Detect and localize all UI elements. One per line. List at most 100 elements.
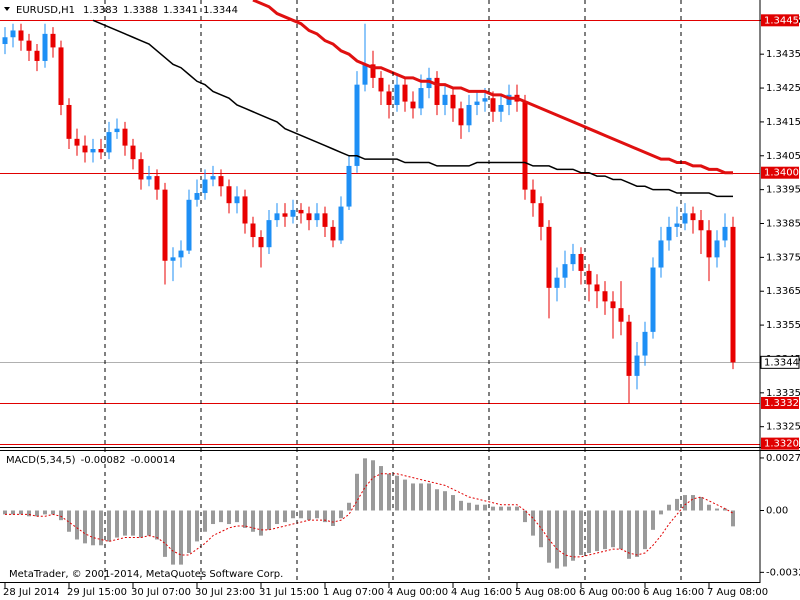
macd-bar [195, 510, 199, 542]
candle-body [682, 213, 688, 224]
macd-bar [171, 510, 175, 565]
macd-bar [307, 510, 311, 521]
level-label: 1.3320 [764, 439, 799, 450]
macd-title: MACD(5,34,5) [6, 455, 76, 466]
candle-body [10, 30, 16, 38]
macd-bar [155, 510, 159, 540]
candle-body [362, 64, 368, 85]
macd-bar [643, 510, 647, 550]
macd-bar [115, 510, 119, 538]
candle-body [538, 203, 544, 227]
macd-bar [411, 483, 415, 511]
x-tick-label: 29 Jul 15:00 [67, 587, 127, 598]
candle-body [554, 277, 560, 288]
candle-body [706, 230, 712, 258]
macd-bar [715, 508, 719, 511]
candle-body [18, 30, 24, 41]
y-tick-label: 0.00272 [766, 453, 800, 464]
x-tick-label: 7 Aug 08:00 [707, 587, 768, 598]
macd-bar [59, 510, 63, 521]
macd-bar [299, 510, 303, 519]
candle-body [58, 47, 64, 105]
macd-bar [451, 495, 455, 511]
candle-body [578, 253, 584, 271]
candle-body [426, 77, 432, 89]
menu-arrow[interactable] [4, 7, 10, 11]
macd-bar [395, 475, 399, 511]
candle-body [730, 226, 736, 363]
macd-bar [323, 510, 327, 523]
macd-pane [3, 458, 735, 569]
macd-bar [499, 506, 503, 511]
y-tick-label: 1.3385 [766, 219, 800, 230]
candle-body [586, 270, 592, 285]
candle-body [498, 104, 504, 112]
candle-body [714, 240, 720, 258]
macd-bar [363, 458, 367, 511]
y-tick-label: 1.3375 [766, 252, 800, 263]
macd-bar [659, 510, 663, 515]
macd-bar [67, 510, 71, 532]
candle-body [610, 301, 616, 309]
macd-bar [147, 510, 151, 536]
macd-bar [635, 510, 639, 557]
level-label: 1.3332 [764, 398, 799, 409]
candle-body [90, 149, 96, 153]
macd-bar [611, 510, 615, 548]
y-tick-label: 1.3365 [766, 286, 800, 297]
candle-body [226, 186, 232, 204]
macd-bar [243, 510, 247, 528]
candle-body [106, 132, 112, 153]
candle-body [202, 179, 208, 194]
macd-bar [51, 510, 55, 515]
macd-info: -0.00082 [81, 455, 126, 466]
price-label: 1.3344 [764, 357, 799, 368]
macd-bar [595, 510, 599, 552]
copyright: MetaTrader, © 2001-2014, MetaQuotes Soft… [9, 569, 283, 580]
macd-bar [563, 510, 567, 567]
candle-body [482, 98, 488, 102]
candle-body [354, 84, 360, 166]
macd-bar [203, 510, 207, 532]
macd-info: -0.00014 [131, 455, 176, 466]
candle-body [418, 88, 424, 109]
macd-bar [507, 506, 511, 511]
candle-body [74, 138, 80, 146]
candle-body [234, 196, 240, 204]
candle-body [314, 213, 320, 221]
macd-bar [699, 496, 703, 511]
x-tick-label: 31 Jul 15:00 [259, 587, 319, 598]
macd-bar [3, 510, 7, 515]
macd-bar [579, 510, 583, 555]
ohlc-value: 1.3341 [163, 5, 198, 16]
macd-bar [107, 510, 111, 542]
macd-bar [731, 510, 735, 527]
macd-bar [11, 510, 15, 515]
macd-bar [91, 510, 95, 546]
candle-body [530, 189, 536, 204]
y-tick-label: 1.3415 [766, 117, 800, 128]
level-box [761, 396, 799, 409]
candle-body [250, 223, 256, 238]
macd-bar [515, 506, 519, 511]
candle-body [274, 213, 280, 221]
macd-bar [627, 510, 631, 559]
macd-bar [603, 510, 607, 550]
candle-body [34, 50, 40, 61]
macd-bar [75, 510, 79, 540]
macd-bar [555, 510, 559, 569]
macd-bar [483, 504, 487, 511]
macd-bar [331, 510, 335, 526]
macd-bar [83, 510, 87, 544]
candle-body [458, 108, 464, 126]
y-tick-label: 1.3325 [766, 422, 800, 433]
candle-body [138, 159, 144, 180]
y-tick-label: 1.3405 [766, 151, 800, 162]
macd-bar [723, 508, 727, 511]
candle-body [26, 40, 32, 51]
y-tick-label: 1.3425 [766, 83, 800, 94]
macd-bar [123, 510, 127, 536]
macd-bar [179, 510, 183, 565]
macd-bar [707, 504, 711, 511]
candle-body [130, 145, 136, 160]
